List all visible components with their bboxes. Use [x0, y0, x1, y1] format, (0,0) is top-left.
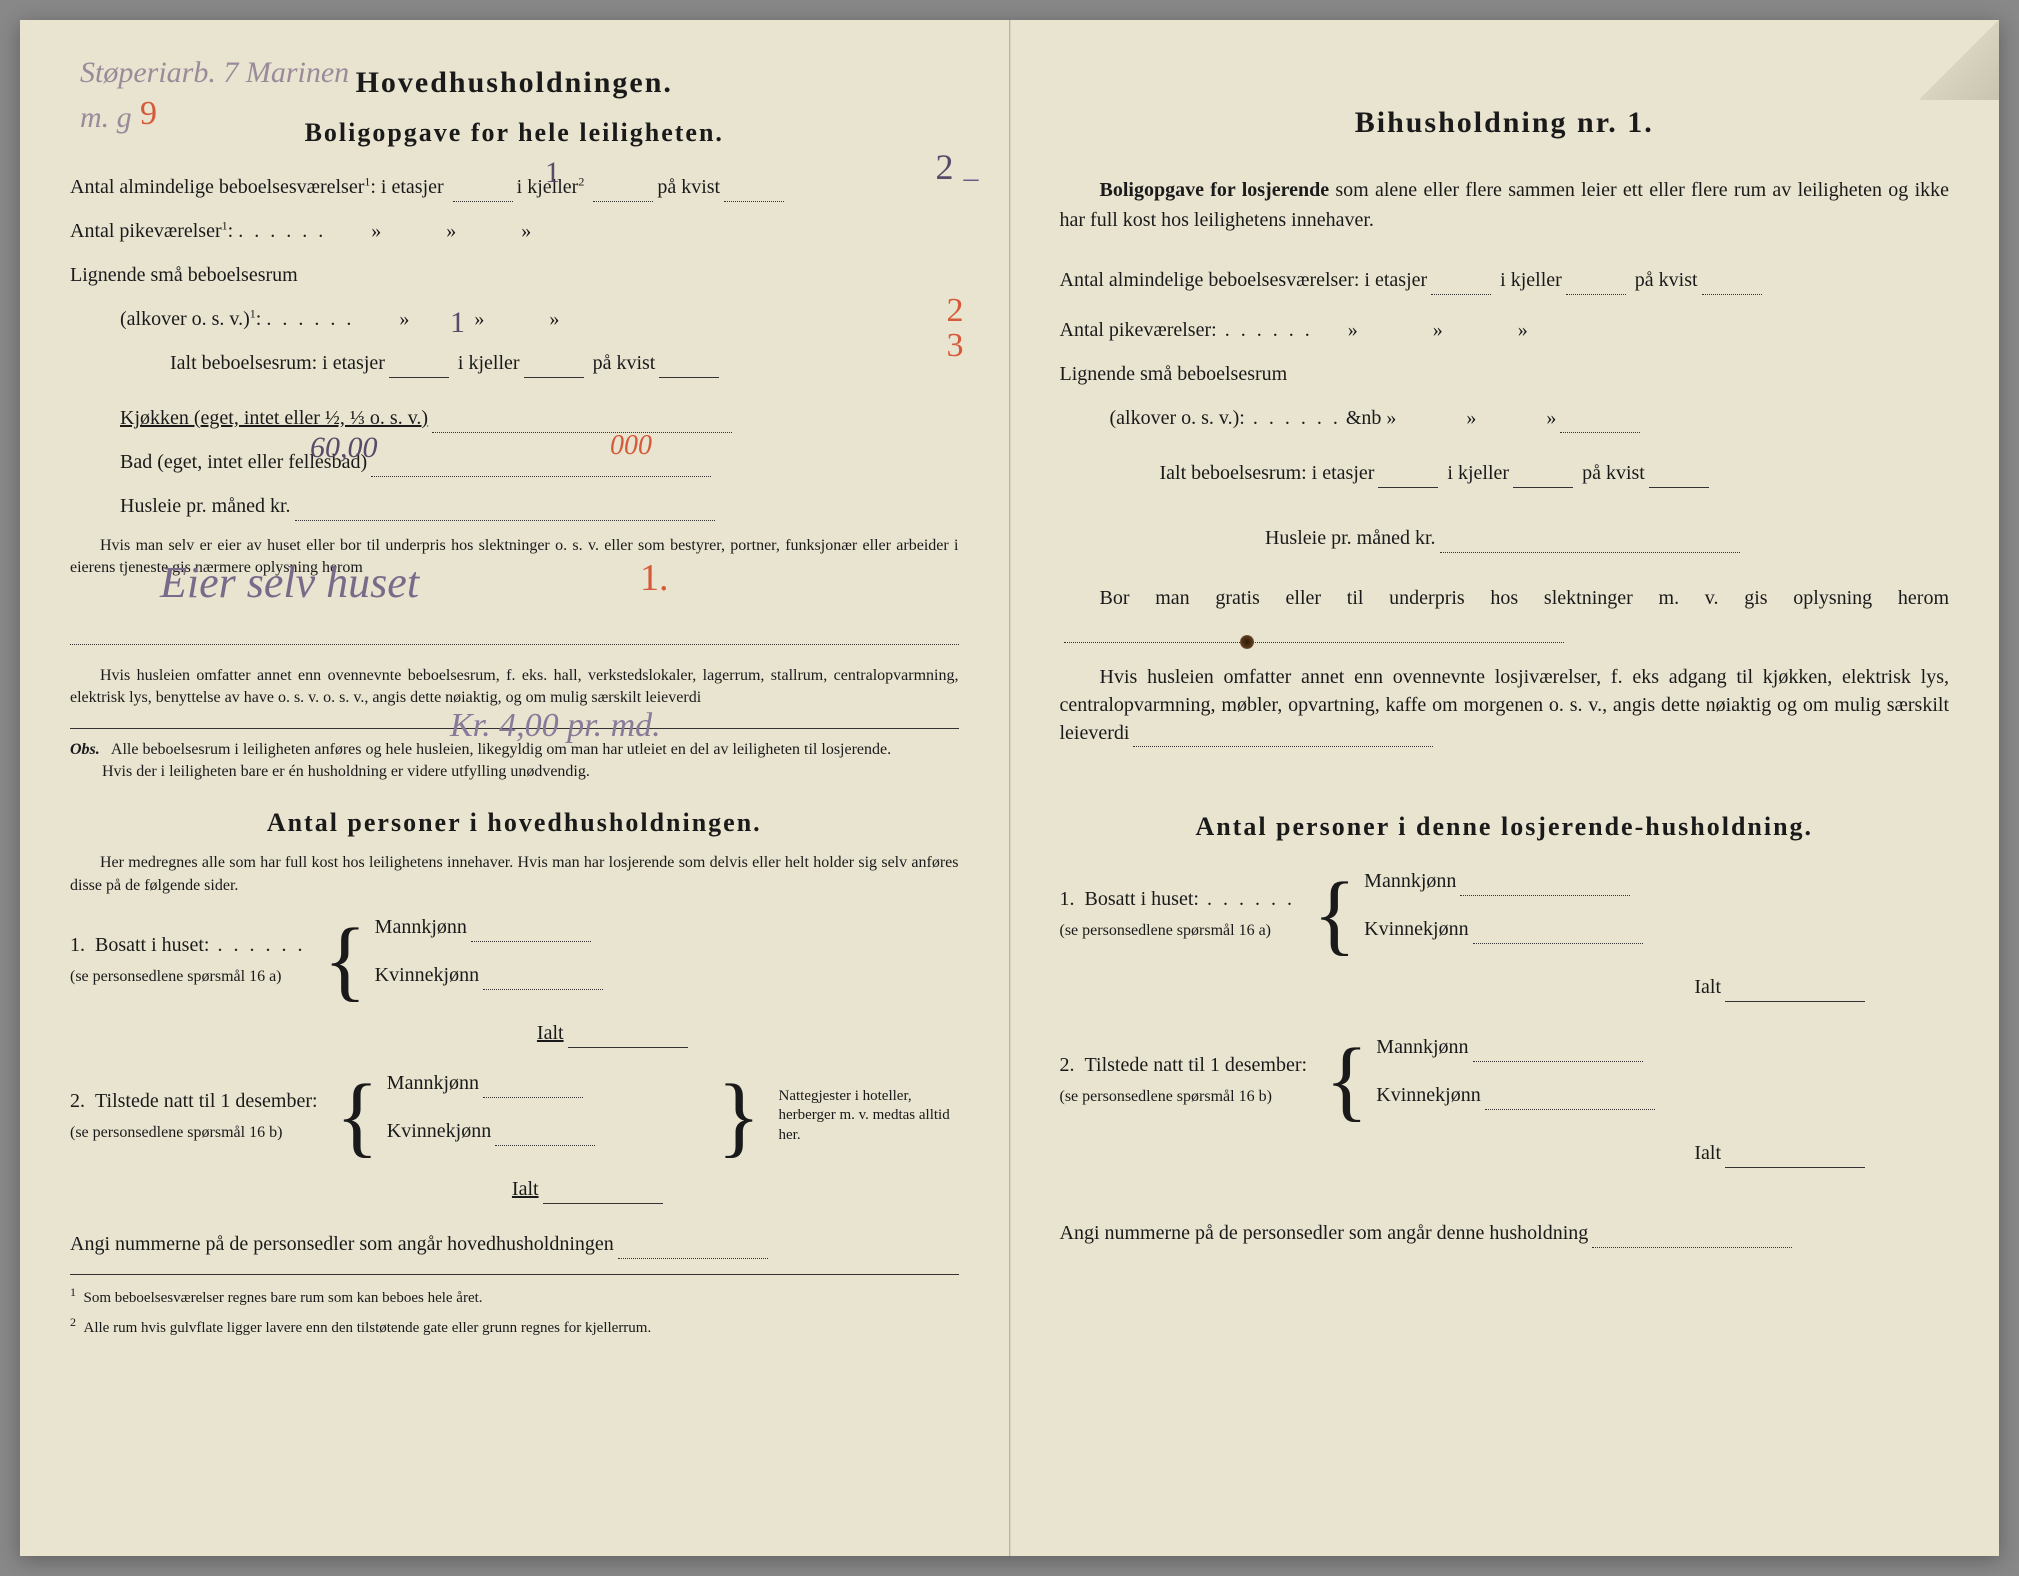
line-kjokken: Kjøkken (eget, intet eller ½, ⅓ o. s. v.… — [120, 403, 959, 433]
handwritten-husleie-60: 60,00 — [310, 425, 378, 470]
line-bad: Bad (eget, intet eller fellesbad) — [120, 447, 959, 477]
brace-icon: } — [709, 1085, 768, 1148]
handwritten-ialt-kvist-3: 3 — [947, 320, 964, 371]
footnote-2: 2 Alle rum hvis gulvflate ligger lavere … — [70, 1313, 959, 1340]
brace-icon: { — [315, 929, 374, 992]
left-page: Støperiarb. 7 Marinen m. g 9 Hovedhushol… — [20, 20, 1010, 1556]
line-ialt-beboelsesrum: Ialt beboelsesrum: i etasjer i kjeller p… — [170, 348, 959, 378]
handwritten-dash: – — [964, 155, 979, 200]
bosatt-group: 1. Bosatt i huset: (se personsedlene spø… — [70, 912, 959, 1008]
line-pikevaerelser: Antal pikeværelser1: » » » — [70, 216, 959, 246]
page-corner-curl — [1919, 20, 1999, 100]
right-intro: Boligopgave for losjerende som alene ell… — [1060, 175, 1950, 235]
angi-nummerne-right: Angi nummerne på de personsedler som ang… — [1060, 1218, 1950, 1248]
right-page: Bihusholdning nr. 1. Boligopgave for los… — [1010, 20, 2000, 1556]
r-ialt-2: Ialt — [1060, 1138, 1950, 1168]
brace-icon: { — [1305, 883, 1364, 946]
section-antal-personer: Antal personer i hovedhusholdningen. — [70, 803, 959, 842]
r-section-title: Antal personer i denne losjerende-hushol… — [1060, 807, 1950, 846]
tilstede-group: 2. Tilstede natt til 1 desember: (se per… — [70, 1068, 959, 1164]
handwritten-kr4: Kr. 4,00 pr. md. — [450, 700, 661, 751]
r-line-pikevaerelser: Antal pikeværelser: » » » — [1060, 315, 1950, 345]
line-alkover: (alkover o. s. v.)1: » » » — [120, 304, 959, 334]
r-line-ialt: Ialt beboelsesrum: i etasjer i kjeller p… — [1160, 458, 1950, 488]
handwritten-eier-selv: Eier selv huset — [160, 550, 419, 616]
ialt-2: Ialt — [220, 1174, 959, 1204]
angi-nummerne-left: Angi nummerne på de personsedler som ang… — [70, 1229, 959, 1259]
census-document: Støperiarb. 7 Marinen m. g 9 Hovedhushol… — [20, 20, 1999, 1556]
handwritten-ialt-etasje: 1 — [450, 300, 465, 345]
line-lignende: Lignende små beboelsesrum — [70, 260, 959, 290]
r-para2: Hvis husleien omfatter annet enn ovennev… — [1060, 663, 1950, 747]
footnote-divider — [70, 1274, 959, 1275]
handwritten-marginalia-top: Støperiarb. 7 Marinen m. g — [80, 50, 349, 140]
r-ialt-1: Ialt — [1060, 972, 1950, 1002]
line-beboelsesvaerelser: Antal almindelige beboelsesværelser1: i … — [70, 172, 959, 202]
ialt-1: Ialt — [270, 1018, 959, 1048]
line-husleie: Husleie pr. måned kr. — [120, 491, 959, 521]
section2-intro: Her medregnes alle som har full kost hos… — [70, 852, 959, 897]
brace-icon: { — [1317, 1049, 1376, 1112]
handwritten-kvist-2: 2 — [936, 140, 954, 194]
r-line-lignende: Lignende små beboelsesrum — [1060, 359, 1950, 389]
handwritten-etasje-1: 1 — [545, 150, 560, 195]
footnote-1: 1 Som beboelsesværelser regnes bare rum … — [70, 1283, 959, 1310]
brace-icon: { — [328, 1085, 387, 1148]
handwritten-number-9: 9 — [140, 88, 157, 139]
right-title: Bihusholdning nr. 1. — [1060, 100, 1950, 145]
r-bosatt-group: 1. Bosatt i huset: (se personsedlene spø… — [1060, 866, 1950, 962]
r-line-beboelsesvaerelser: Antal almindelige beboelsesværelser: i e… — [1060, 265, 1950, 295]
r-line-husleie: Husleie pr. måned kr. — [1060, 523, 1950, 553]
sidenote-nattegjester: Nattegjester i hoteller, herberger m. v.… — [779, 1087, 959, 1146]
r-tilstede-group: 2. Tilstede natt til 1 desember: (se per… — [1060, 1032, 1950, 1128]
punch-hole — [1240, 635, 1254, 649]
r-para1: Bor man gratis eller til underpris hos s… — [1060, 583, 1950, 643]
handwritten-eier-1: 1. — [640, 550, 669, 607]
r-line-alkover: (alkover o. s. v.): &nb » » » — [1110, 403, 1950, 433]
handwritten-000: 000 — [610, 425, 652, 467]
